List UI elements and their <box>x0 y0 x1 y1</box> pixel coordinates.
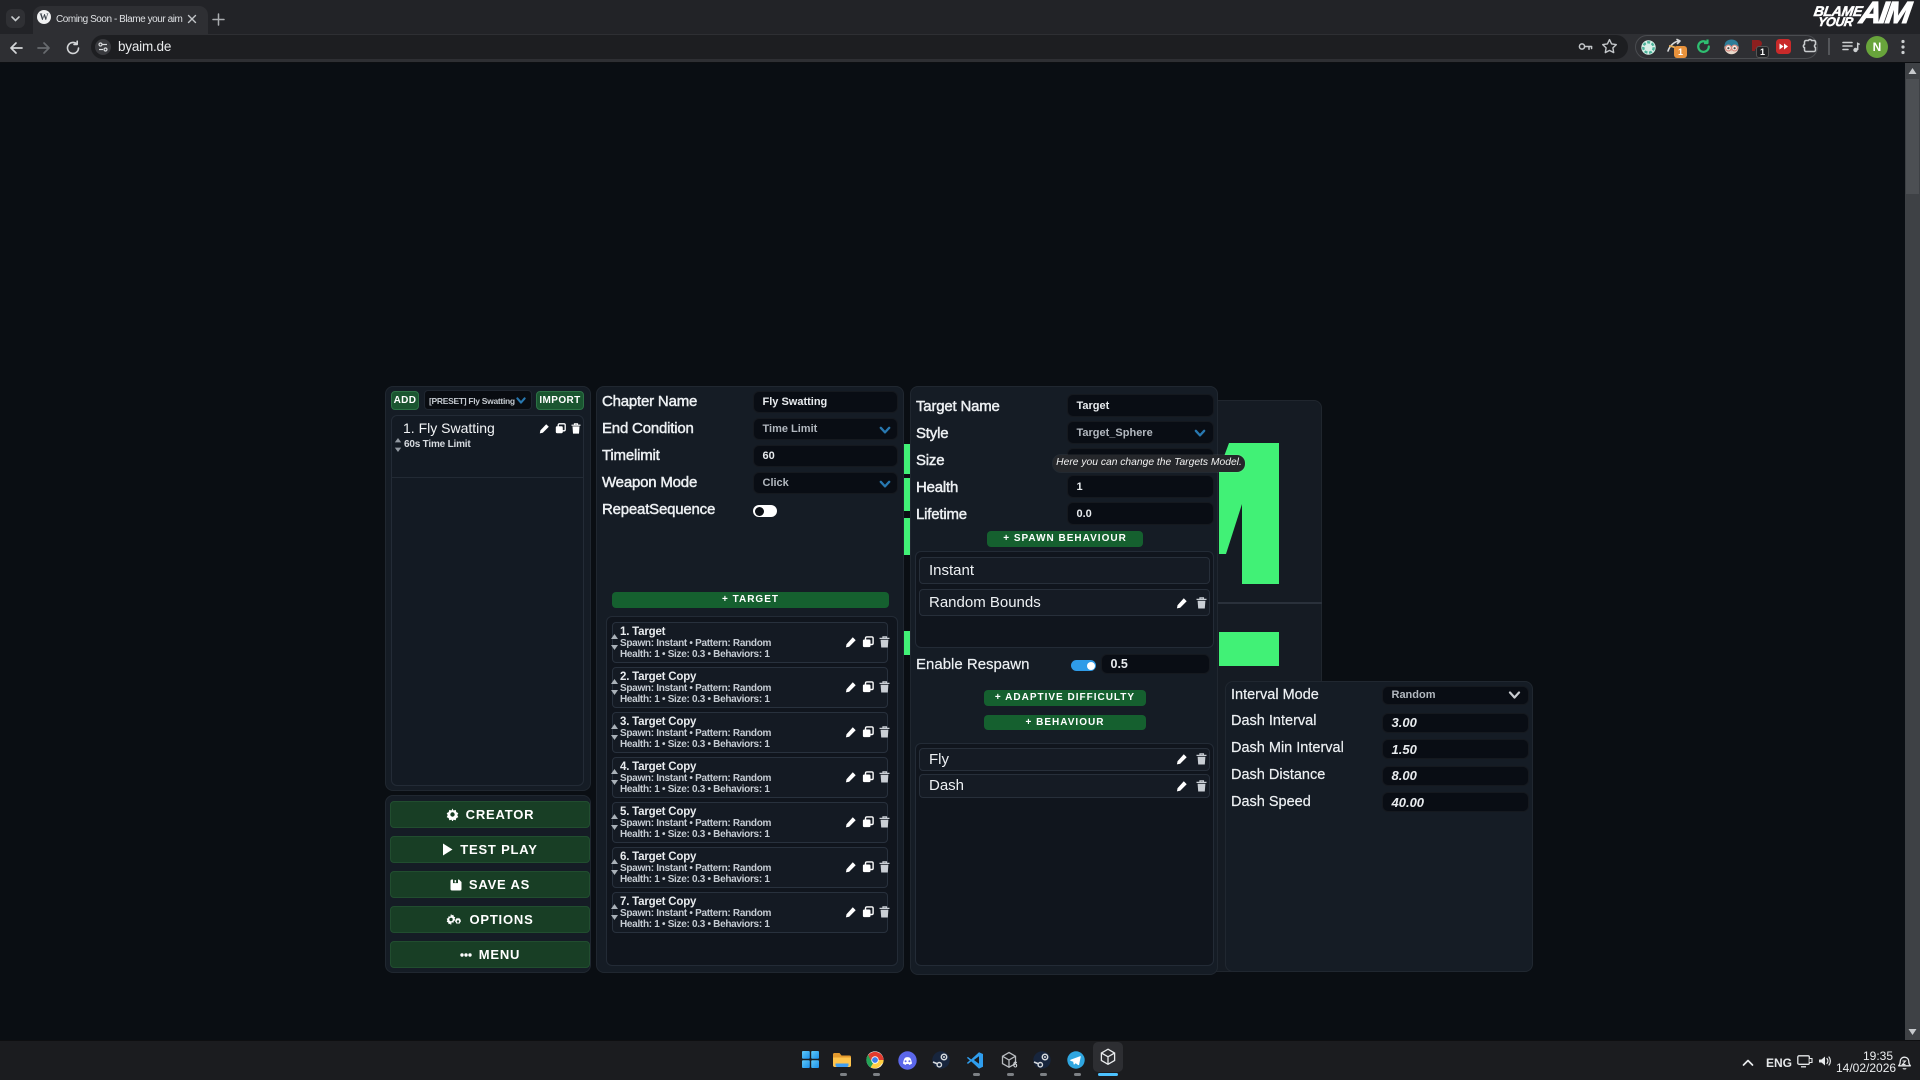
svg-text:W: W <box>40 12 49 22</box>
svg-text:6: 6 <box>1013 1060 1018 1069</box>
